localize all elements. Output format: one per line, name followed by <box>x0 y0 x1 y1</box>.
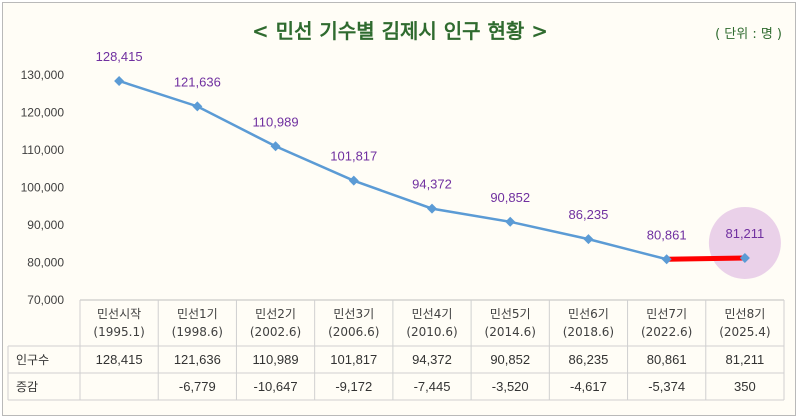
table-cell-population: 121,636 <box>174 352 221 367</box>
data-point-marker <box>583 234 594 245</box>
x-category-label: 민선1기 <box>177 307 218 321</box>
table-cell-population: 81,211 <box>725 352 764 367</box>
data-label-layer: 128,415 121,636 110,989 101,817 94,372 90,852… <box>96 49 765 242</box>
data-point-marker <box>114 75 125 86</box>
x-category-date: (2025.4) <box>719 325 770 339</box>
data-point-marker <box>427 203 437 214</box>
table-cell-population: 90,852 <box>490 352 530 367</box>
y-tick-label: 80,000 <box>27 256 64 270</box>
x-category-date: (2010.6) <box>406 325 457 339</box>
y-tick-label: 130,000 <box>21 68 65 82</box>
x-category-label: 민선2기 <box>255 307 296 321</box>
table-cell-population: 110,989 <box>253 352 299 367</box>
x-category-date: (1998.6) <box>172 325 223 339</box>
chart-title: < 민선 기수별 김제시 인구 현황 > <box>252 19 548 43</box>
data-label: 90,852 <box>490 190 530 205</box>
table-cell-population: 128,415 <box>96 352 143 367</box>
table-cell-change: -7,445 <box>414 379 451 394</box>
table-cell-population: 101,817 <box>330 352 377 367</box>
y-tick-label: 90,000 <box>27 218 64 232</box>
table-cell-change: -9,172 <box>335 379 372 394</box>
data-point-marker <box>739 252 750 263</box>
table-cell-change: -10,647 <box>254 379 298 394</box>
data-label: 101,817 <box>330 149 377 164</box>
data-point-marker <box>192 101 203 112</box>
x-category-date: (2006.6) <box>328 325 379 339</box>
table-cell-population: 86,235 <box>569 352 609 367</box>
unit-label: ( 단위 : 명 ) <box>715 27 782 42</box>
table-cell-population: 80,861 <box>647 352 687 367</box>
table-cell-change: -4,617 <box>570 379 607 394</box>
marker-layer <box>114 75 750 265</box>
data-point-marker <box>270 141 281 152</box>
x-category-date: (2014.6) <box>485 325 536 339</box>
x-category-date: (1995.1) <box>93 325 144 339</box>
x-category-label: 민선시작 <box>97 307 141 321</box>
data-label: 86,235 <box>569 207 609 222</box>
data-point-marker <box>661 254 672 265</box>
highlight-circle <box>708 206 781 279</box>
y-tick-label: 110,000 <box>22 143 65 157</box>
table-cell-change: -3,520 <box>492 379 529 394</box>
table-row-header-change: 증감 <box>16 380 38 394</box>
table-row-header-population: 인구수 <box>16 353 49 367</box>
chart-frame <box>2 2 796 416</box>
highlight-layer <box>708 206 781 279</box>
x-category-label: 민선3기 <box>333 307 374 321</box>
y-tick-label: 120,000 <box>21 106 65 120</box>
x-category-date: (2018.6) <box>563 325 614 339</box>
grid-layer <box>7 299 785 401</box>
y-tick-label: 70,000 <box>27 293 64 307</box>
x-category-label: 민선4기 <box>412 307 453 321</box>
x-category-date: (2022.6) <box>641 325 692 339</box>
table-cell-change: -5,374 <box>648 379 685 394</box>
highlight-segment <box>666 255 745 262</box>
data-label: 94,372 <box>412 177 452 192</box>
y-tick-label: 100,000 <box>21 181 65 195</box>
data-label: 128,415 <box>96 49 143 64</box>
x-category-label: 민선6기 <box>568 307 609 321</box>
x-category-label: 민선8기 <box>725 307 766 321</box>
x-axis-categories: 민선시작 (1995.1) 민선1기 (1998.6) 민선2기 (2002.6) 민선3기… <box>93 307 770 339</box>
table-cell-population: 94,372 <box>412 352 452 367</box>
table-cell-change: 350 <box>734 379 756 394</box>
x-category-date: (2002.6) <box>250 325 301 339</box>
x-category-label: 민선7기 <box>646 307 687 321</box>
data-label: 81,211 <box>725 226 764 241</box>
data-label: 110,989 <box>253 114 299 129</box>
data-label: 80,861 <box>647 227 687 242</box>
x-category-label: 민선5기 <box>490 307 531 321</box>
data-label: 121,636 <box>174 74 221 89</box>
data-point-marker <box>348 175 359 186</box>
y-axis-ticks: 70,000 80,000 90,000 100,000 110,000 120,000 1… <box>21 68 65 307</box>
data-point-marker <box>505 216 516 227</box>
table-cell-change: -6,779 <box>179 379 216 394</box>
